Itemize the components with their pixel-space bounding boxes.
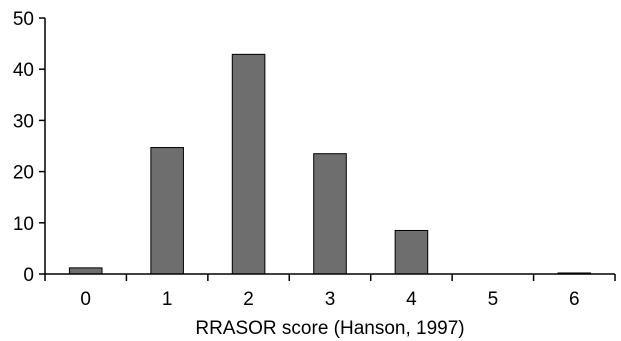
x-axis-ticks: 0 1 2 3 4 5 6 (44, 274, 616, 310)
y-tick-label: 40 (13, 60, 34, 81)
axes (44, 18, 615, 275)
x-tick-label: 6 (569, 289, 580, 310)
bar-2 (231, 53, 266, 275)
y-tick-label: 30 (13, 111, 34, 132)
bars (68, 53, 592, 275)
y-tick-label: 20 (13, 163, 34, 184)
bar-0 (68, 267, 103, 275)
x-tick-label: 2 (243, 289, 254, 310)
x-tick-label: 5 (488, 289, 499, 310)
x-axis-title: RRASOR score (Hanson, 1997) (195, 318, 464, 339)
bar-4 (394, 229, 429, 275)
bar-3 (313, 153, 347, 275)
y-axis-ticks: 0 10 20 30 40 50 (13, 9, 45, 286)
y-tick-label: 50 (13, 9, 34, 30)
x-tick-label: 1 (162, 289, 173, 310)
bar-1 (150, 147, 184, 275)
x-tick-label: 4 (406, 289, 417, 310)
x-tick-label: 3 (325, 289, 336, 310)
y-tick-label: 10 (13, 214, 34, 235)
y-tick-label: 0 (23, 265, 34, 286)
x-tick-label: 0 (80, 289, 91, 310)
